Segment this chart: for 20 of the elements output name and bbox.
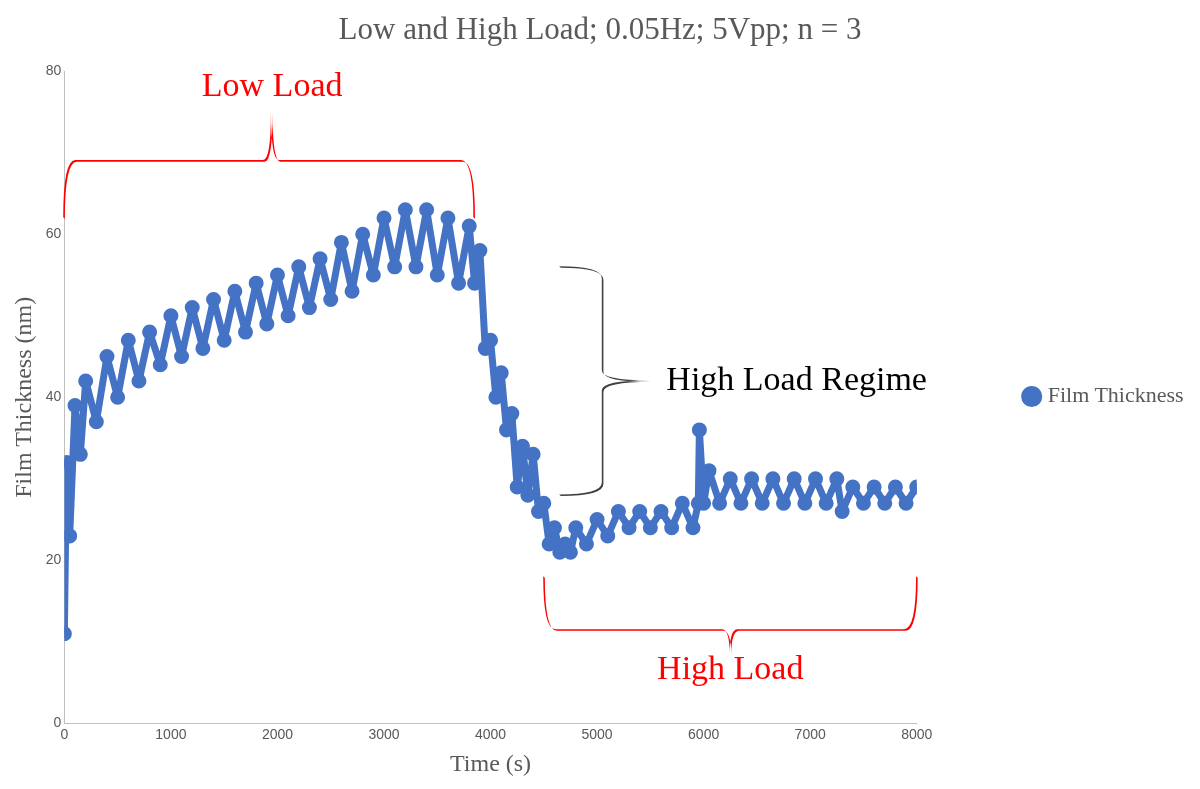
y-tick-label: 20 — [45, 551, 62, 568]
y-axis-title: Film Thickness (nm) — [9, 296, 36, 498]
x-tick-label: 1000 — [155, 725, 187, 742]
x-tick-label: 5000 — [581, 725, 613, 742]
x-axis-title: Time (s) — [449, 749, 532, 776]
y-tick-label: 40 — [45, 388, 62, 405]
legend-label: Film Thickness — [1047, 382, 1184, 408]
x-tick-label: 8000 — [901, 725, 933, 742]
x-tick-label: 7000 — [794, 725, 826, 742]
y-tick-label: 80 — [45, 62, 62, 79]
y-tick-label: 0 — [53, 714, 62, 731]
annotation: High Load Regime — [666, 359, 927, 397]
x-tick-label: 4000 — [474, 725, 507, 742]
x-tick-label: 2000 — [261, 725, 294, 742]
annotation: High Load — [657, 649, 804, 687]
x-tick-label: 6000 — [688, 725, 720, 742]
chart-title: Low and High Load; 0.05Hz; 5Vpp; n = 3 — [338, 10, 862, 46]
y-tick-label: 60 — [45, 225, 62, 242]
x-tick-label: 3000 — [368, 725, 400, 742]
annotation: Low Load — [201, 66, 343, 104]
